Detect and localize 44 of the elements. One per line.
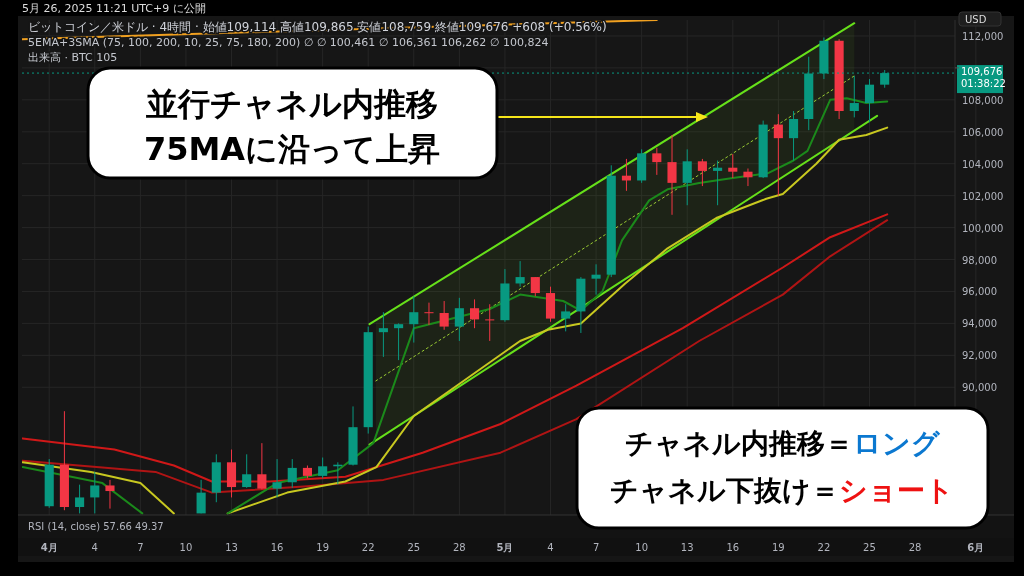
x-tick-label: 7	[592, 542, 600, 553]
ref-line-label: 109,676 01:38:22	[961, 66, 1006, 90]
text: RSI (14, close) 57.66 49.37	[28, 521, 164, 532]
annotation: ロング	[852, 427, 941, 460]
x-tick-label: 4月	[40, 542, 58, 553]
y-tick-label: 106,000	[962, 126, 1004, 138]
x-tick-label: 10	[635, 542, 648, 553]
y-tick-label: 112,000	[962, 30, 1004, 42]
x-tick-label: 10	[179, 542, 193, 553]
x-tick-label: 16	[726, 542, 740, 553]
annotation: 75MAに沿って上昇	[143, 130, 441, 168]
y-tick-label: 102,000	[962, 190, 1004, 202]
y-tick-label: 96,000	[962, 286, 997, 298]
x-tick-label: 6月	[967, 542, 985, 553]
x-tick-label: 28	[908, 542, 922, 553]
y-tick-label: 98,000	[962, 254, 997, 266]
x-tick-label: 13	[680, 542, 694, 553]
annotation: ショート	[839, 474, 954, 507]
x-tick-label: 16	[270, 542, 284, 553]
x-tick-label: 19	[316, 542, 330, 553]
y-tick-label: 100,000	[962, 222, 1004, 234]
x-tick-label: 22	[817, 542, 831, 553]
y-tick-label: 92,000	[962, 350, 997, 362]
x-tick-label: 13	[225, 542, 238, 553]
x-tick-label: 7	[137, 542, 144, 553]
y-tick-label: 104,000	[962, 158, 1004, 170]
x-tick-label: 4	[91, 542, 98, 553]
annotation: チャネル内推移＝	[624, 427, 853, 460]
y-tick-label: 108,000	[962, 94, 1004, 106]
x-tick-label: 4	[547, 542, 554, 553]
y-tick-label: 90,000	[962, 382, 997, 394]
x-tick-label: 25	[407, 542, 421, 553]
x-tick-label: 19	[771, 542, 785, 553]
x-tick-label: 28	[452, 542, 466, 553]
annotation: 並行チャネル内推移	[145, 85, 438, 123]
x-tick-label: 25	[863, 542, 876, 553]
x-tick-label: 5月	[496, 542, 514, 553]
annotation: 5EMA+3SMA (75, 100, 200, 10, 25, 75, 180, 200) ∅ ∅ 100,461 ∅ 106,361 106,262 ∅ 100,824	[28, 36, 549, 49]
y-tick-label: 94,000	[962, 318, 997, 330]
chart-title: 5月 26, 2025 11:21 UTC+9 に公開	[22, 2, 206, 15]
annotation: チャネル下抜け＝	[610, 474, 839, 507]
x-tick-label: 22	[361, 542, 375, 553]
annotation: 出来高 · BTC 105	[28, 51, 118, 64]
y-axis-title: USD	[965, 14, 987, 25]
